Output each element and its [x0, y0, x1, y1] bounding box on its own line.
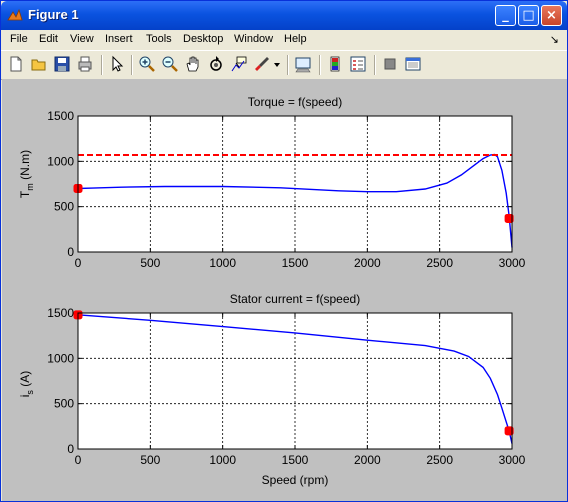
- menu-tools[interactable]: Tools: [146, 33, 172, 45]
- minimize-icon: _: [502, 8, 509, 23]
- y-tick-label: 500: [54, 397, 74, 411]
- operating-point-marker: [504, 426, 514, 436]
- y-tick-label: 1500: [47, 306, 74, 320]
- menu-help[interactable]: Help: [284, 33, 307, 45]
- brush-dropdown-icon[interactable]: [272, 55, 282, 73]
- pan-icon[interactable]: [184, 55, 202, 73]
- y-tick-label: 1000: [47, 154, 74, 168]
- toolbar-separator: [131, 55, 133, 75]
- rotate-icon[interactable]: [207, 55, 225, 73]
- menu-desktop[interactable]: Desktop: [183, 33, 224, 45]
- toolbar-separator: [319, 55, 321, 75]
- toolbar-separator: [287, 55, 289, 75]
- y-tick-label: 500: [54, 200, 74, 214]
- dock-arrow-icon[interactable]: ↘: [549, 34, 559, 46]
- zoom-in-icon[interactable]: [138, 55, 156, 73]
- x-tick-label: 3000: [499, 256, 526, 270]
- menu-insert[interactable]: Insert: [105, 33, 133, 45]
- matlab-logo-icon: [7, 8, 23, 21]
- menu-edit[interactable]: Edit: [39, 33, 58, 45]
- hide-plot-tools-icon[interactable]: [381, 55, 399, 73]
- y-tick-label: 1000: [47, 351, 74, 365]
- x-tick-label: 2000: [354, 453, 381, 467]
- torque-ylabel: Tm (N.m): [18, 150, 35, 198]
- menu-view[interactable]: View: [70, 33, 94, 45]
- zoom-out-icon[interactable]: [161, 55, 179, 73]
- current-plot-title: Stator current = f(speed): [230, 292, 360, 306]
- x-tick-label: 1000: [209, 256, 236, 270]
- title-bar[interactable]: Figure 1 _ □ ×: [1, 1, 567, 30]
- x-tick-label: 2500: [426, 256, 453, 270]
- toolbar-separator: [101, 55, 103, 75]
- x-tick-label: 500: [140, 453, 160, 467]
- legend-icon[interactable]: [349, 55, 367, 73]
- figure-canvas: Torque = f(speed) 0 500 1000 1500 2000 2500 30…: [2, 79, 567, 501]
- current-axes[interactable]: 0 500 1000 1500 2000 2500 3000 0 500 1000 1500: [47, 306, 525, 467]
- menu-file[interactable]: File: [10, 33, 28, 45]
- x-tick-label: 2500: [426, 453, 453, 467]
- open-file-icon[interactable]: [30, 55, 48, 73]
- close-icon: ×: [546, 8, 557, 23]
- torque-plot-title: Torque = f(speed): [248, 95, 342, 109]
- toolbar-separator: [374, 55, 376, 75]
- link-icon[interactable]: [294, 55, 312, 73]
- brush-icon[interactable]: [253, 55, 271, 73]
- show-plot-tools-icon[interactable]: [404, 55, 422, 73]
- x-tick-label: 500: [140, 256, 160, 270]
- toolbar: [1, 50, 567, 80]
- current-ylabel: is (A): [18, 371, 35, 398]
- current-xlabel: Speed (rpm): [262, 473, 329, 487]
- menu-bar: File Edit View Insert Tools Desktop Wind…: [1, 30, 567, 50]
- x-tick-label: 2000: [354, 256, 381, 270]
- series-line: [77, 314, 513, 444]
- print-icon[interactable]: [76, 55, 94, 73]
- menu-window[interactable]: Window: [234, 33, 274, 45]
- data-cursor-icon[interactable]: [230, 55, 248, 73]
- torque-axes[interactable]: 0 500 1000 1500 2000 2500 3000 0 500 1000 1500: [47, 109, 525, 270]
- x-tick-label: 0: [75, 256, 82, 270]
- close-button[interactable]: ×: [541, 5, 562, 26]
- x-tick-label: 1500: [282, 256, 309, 270]
- colorbar-icon[interactable]: [326, 55, 344, 73]
- x-tick-label: 3000: [499, 453, 526, 467]
- window-title: Figure 1: [28, 7, 79, 22]
- y-tick-label: 1500: [47, 109, 74, 123]
- x-tick-label: 1000: [209, 453, 236, 467]
- series-line: [77, 153, 513, 248]
- x-tick-label: 0: [75, 453, 82, 467]
- operating-point-marker: [504, 213, 514, 223]
- maximize-icon: □: [522, 8, 535, 23]
- minimize-button[interactable]: _: [495, 5, 516, 26]
- save-icon[interactable]: [53, 55, 71, 73]
- x-tick-label: 1500: [282, 453, 309, 467]
- pointer-icon[interactable]: [108, 55, 126, 73]
- plots-svg: Torque = f(speed) 0 500 1000 1500 2000 2500 30…: [18, 95, 526, 487]
- new-figure-icon[interactable]: [7, 55, 25, 73]
- y-tick-label: 0: [67, 442, 74, 456]
- maximize-button[interactable]: □: [518, 5, 539, 26]
- y-tick-label: 0: [67, 245, 74, 259]
